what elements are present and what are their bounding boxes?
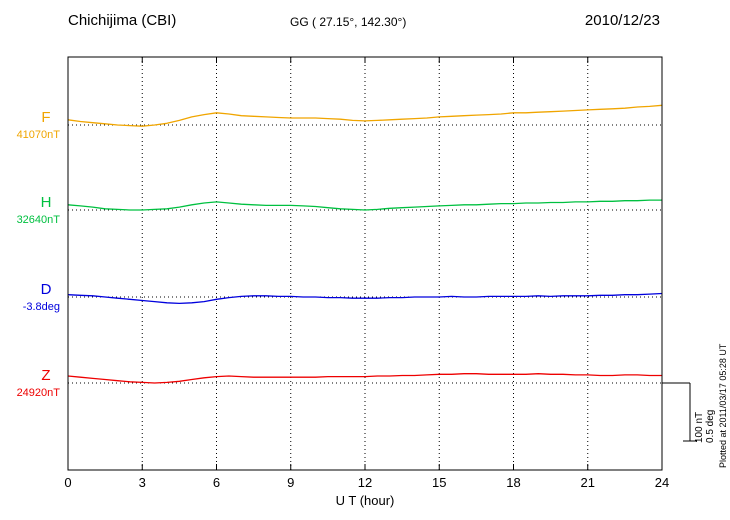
channel-value-F: 41070nT xyxy=(17,129,61,141)
scale-label-nt: 100 nT xyxy=(694,412,705,443)
plot-date: 2010/12/23 xyxy=(584,12,660,29)
x-tick-label: 6 xyxy=(213,475,220,490)
channel-value-D: -3.8deg xyxy=(23,301,60,313)
trace-F xyxy=(67,104,663,127)
station-title: Chichijima (CBI) xyxy=(68,12,177,29)
channel-label-Z: Z xyxy=(41,367,50,384)
channel-label-F: F xyxy=(41,109,50,126)
plot-border xyxy=(67,56,663,471)
x-tick-label: 24 xyxy=(655,475,669,490)
x-tick-label: 3 xyxy=(139,475,146,490)
station-coordinates: GG ( 27.15°, 142.30°) xyxy=(290,15,407,29)
x-tick-label: 18 xyxy=(506,475,520,490)
x-axis-label: U T (hour) xyxy=(336,493,395,508)
scale-label-deg: 0.5 deg xyxy=(705,410,716,443)
x-tick-label: 12 xyxy=(358,475,372,490)
channel-value-H: 32640nT xyxy=(17,214,61,226)
channel-value-Z: 24920nT xyxy=(17,387,61,399)
channel-label-D: D xyxy=(41,281,52,298)
plotted-note: Plotted at 2011/03/17 05:28 UT xyxy=(718,343,728,468)
x-tick-label: 15 xyxy=(432,475,446,490)
trace-D xyxy=(67,292,663,305)
x-tick-label: 9 xyxy=(287,475,294,490)
trace-H xyxy=(67,199,662,211)
x-tick-label: 0 xyxy=(64,475,71,490)
x-tick-label: 21 xyxy=(581,475,595,490)
trace-Z xyxy=(67,373,662,384)
channel-label-H: H xyxy=(41,194,52,211)
